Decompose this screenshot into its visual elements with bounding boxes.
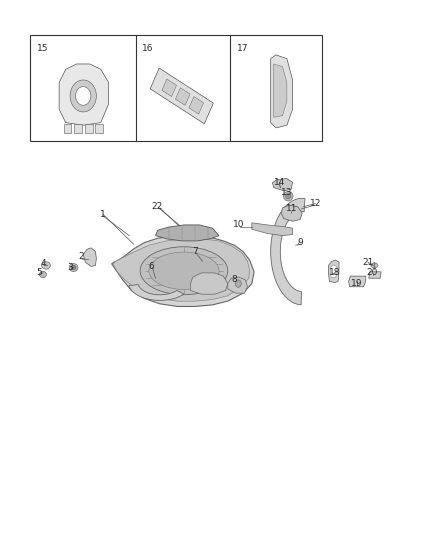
Polygon shape (176, 88, 190, 106)
Text: 20: 20 (367, 269, 378, 277)
Ellipse shape (283, 191, 293, 201)
Ellipse shape (39, 271, 46, 278)
Polygon shape (349, 276, 366, 287)
Polygon shape (191, 273, 228, 294)
Polygon shape (369, 272, 381, 278)
Text: 22: 22 (151, 203, 162, 211)
Polygon shape (129, 285, 184, 301)
Polygon shape (271, 55, 293, 128)
Polygon shape (162, 79, 177, 96)
Text: 7: 7 (192, 247, 198, 256)
Text: 12: 12 (310, 199, 321, 208)
Bar (30, 35, 322, 141)
Bar (74, 124, 82, 133)
Text: 14: 14 (274, 178, 285, 187)
Text: 19: 19 (351, 279, 363, 288)
Ellipse shape (71, 265, 76, 270)
Text: 18: 18 (329, 269, 341, 277)
Polygon shape (328, 260, 339, 282)
Polygon shape (150, 68, 213, 124)
Text: 9: 9 (297, 238, 303, 247)
Polygon shape (155, 225, 219, 241)
Polygon shape (252, 223, 293, 236)
Bar (64, 124, 71, 133)
Text: 5: 5 (36, 269, 42, 277)
Ellipse shape (70, 80, 96, 112)
Polygon shape (274, 64, 287, 117)
Ellipse shape (75, 86, 91, 106)
Polygon shape (189, 96, 204, 114)
Text: 11: 11 (286, 205, 297, 213)
Text: 3: 3 (67, 263, 73, 272)
Ellipse shape (149, 252, 219, 289)
Polygon shape (83, 248, 96, 266)
Text: 10: 10 (233, 221, 244, 229)
Text: 21: 21 (362, 258, 374, 266)
Polygon shape (112, 236, 254, 306)
Text: 8: 8 (231, 275, 237, 284)
Text: 15: 15 (37, 44, 49, 53)
Polygon shape (330, 265, 337, 278)
Bar (85, 124, 93, 133)
Bar (95, 124, 103, 133)
Text: 4: 4 (41, 260, 46, 268)
Polygon shape (113, 239, 250, 301)
Text: 1: 1 (100, 210, 106, 219)
Polygon shape (228, 277, 247, 293)
Ellipse shape (140, 247, 228, 295)
Text: 13: 13 (281, 189, 293, 197)
Text: 6: 6 (148, 262, 154, 271)
Ellipse shape (371, 263, 378, 268)
Ellipse shape (42, 262, 50, 269)
Text: 2: 2 (78, 253, 84, 261)
Circle shape (235, 280, 241, 287)
Ellipse shape (69, 263, 78, 271)
Text: 16: 16 (142, 44, 154, 53)
Polygon shape (271, 198, 305, 305)
Text: 17: 17 (237, 44, 248, 53)
Polygon shape (59, 64, 109, 125)
Ellipse shape (286, 193, 291, 199)
Polygon shape (281, 205, 302, 221)
Polygon shape (272, 179, 293, 191)
